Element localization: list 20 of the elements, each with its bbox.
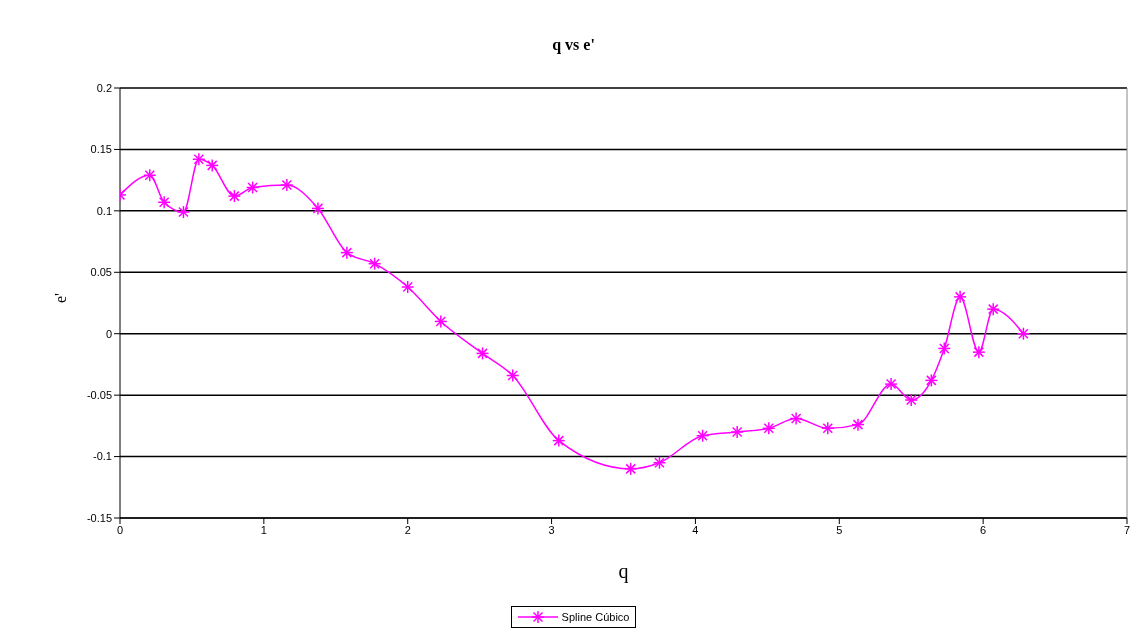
y-axis-title: e' — [51, 292, 69, 303]
x-tick-label: 3 — [548, 523, 555, 536]
x-tick-label: 0 — [116, 523, 124, 536]
x-tick-label: 6 — [980, 523, 987, 536]
y-tick-label: -0.15 — [86, 511, 112, 524]
x-tick-label: 4 — [692, 523, 699, 536]
y-tick-label: -0.1 — [93, 450, 112, 463]
x-axis-title: q — [618, 560, 629, 583]
x-tick-label: 7 — [1123, 523, 1131, 536]
y-tick-label: 0.05 — [90, 266, 112, 279]
y-tick-label: -0.05 — [86, 389, 112, 402]
x-tick-label: 5 — [836, 523, 843, 536]
x-tick-label: 1 — [260, 523, 267, 536]
chart-title: q vs e' — [551, 36, 596, 54]
y-tick-label: 0.1 — [96, 204, 112, 217]
x-tick-label: 2 — [404, 523, 411, 536]
y-tick-label: 0.15 — [90, 143, 112, 156]
legend-label: Spline Cúbico — [560, 610, 630, 624]
y-tick-label: 0 — [105, 327, 112, 340]
y-tick-label: 0.2 — [96, 81, 112, 94]
